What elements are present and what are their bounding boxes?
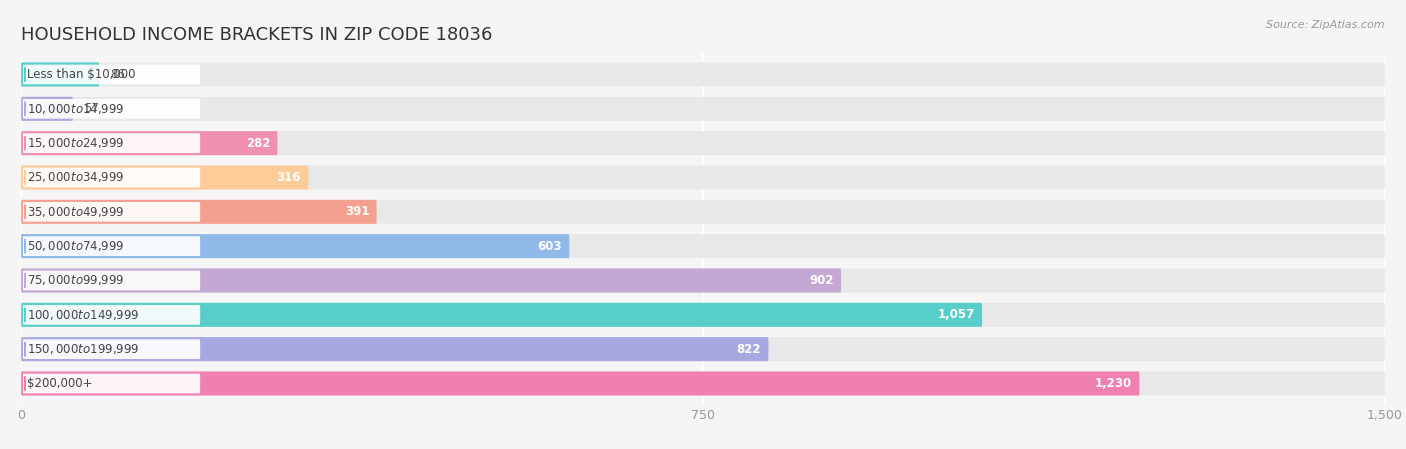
FancyBboxPatch shape bbox=[22, 271, 200, 291]
Text: 603: 603 bbox=[537, 240, 562, 253]
Text: $15,000 to $24,999: $15,000 to $24,999 bbox=[27, 136, 125, 150]
Text: Source: ZipAtlas.com: Source: ZipAtlas.com bbox=[1267, 20, 1385, 30]
Text: 1,057: 1,057 bbox=[938, 308, 974, 321]
Text: $150,000 to $199,999: $150,000 to $199,999 bbox=[27, 342, 139, 356]
FancyBboxPatch shape bbox=[21, 97, 73, 121]
Text: $75,000 to $99,999: $75,000 to $99,999 bbox=[27, 273, 125, 287]
Text: $25,000 to $34,999: $25,000 to $34,999 bbox=[27, 171, 125, 185]
Text: 282: 282 bbox=[246, 136, 270, 150]
FancyBboxPatch shape bbox=[21, 166, 308, 189]
FancyBboxPatch shape bbox=[21, 131, 277, 155]
Text: $35,000 to $49,999: $35,000 to $49,999 bbox=[27, 205, 125, 219]
FancyBboxPatch shape bbox=[21, 97, 1385, 121]
Text: $200,000+: $200,000+ bbox=[27, 377, 93, 390]
FancyBboxPatch shape bbox=[22, 305, 200, 325]
FancyBboxPatch shape bbox=[21, 234, 569, 258]
FancyBboxPatch shape bbox=[21, 62, 100, 87]
FancyBboxPatch shape bbox=[22, 99, 200, 119]
FancyBboxPatch shape bbox=[21, 200, 377, 224]
FancyBboxPatch shape bbox=[21, 62, 1385, 87]
FancyBboxPatch shape bbox=[22, 65, 200, 84]
FancyBboxPatch shape bbox=[21, 337, 1385, 361]
Text: 57: 57 bbox=[84, 102, 98, 115]
FancyBboxPatch shape bbox=[21, 131, 1385, 155]
FancyBboxPatch shape bbox=[22, 133, 200, 153]
FancyBboxPatch shape bbox=[21, 303, 1385, 327]
Text: 316: 316 bbox=[277, 171, 301, 184]
FancyBboxPatch shape bbox=[21, 269, 1385, 292]
FancyBboxPatch shape bbox=[21, 371, 1139, 396]
FancyBboxPatch shape bbox=[21, 303, 983, 327]
FancyBboxPatch shape bbox=[21, 269, 841, 292]
Text: HOUSEHOLD INCOME BRACKETS IN ZIP CODE 18036: HOUSEHOLD INCOME BRACKETS IN ZIP CODE 18… bbox=[21, 26, 492, 44]
FancyBboxPatch shape bbox=[22, 167, 200, 187]
FancyBboxPatch shape bbox=[21, 337, 769, 361]
FancyBboxPatch shape bbox=[21, 166, 1385, 189]
Text: 902: 902 bbox=[810, 274, 834, 287]
Text: 822: 822 bbox=[737, 343, 761, 356]
Text: $10,000 to $14,999: $10,000 to $14,999 bbox=[27, 102, 125, 116]
FancyBboxPatch shape bbox=[22, 202, 200, 222]
FancyBboxPatch shape bbox=[21, 371, 1385, 396]
Text: 391: 391 bbox=[344, 205, 370, 218]
Text: 86: 86 bbox=[110, 68, 125, 81]
Text: $50,000 to $74,999: $50,000 to $74,999 bbox=[27, 239, 125, 253]
FancyBboxPatch shape bbox=[21, 200, 1385, 224]
FancyBboxPatch shape bbox=[22, 374, 200, 393]
FancyBboxPatch shape bbox=[22, 236, 200, 256]
Text: 1,230: 1,230 bbox=[1095, 377, 1132, 390]
Text: Less than $10,000: Less than $10,000 bbox=[27, 68, 135, 81]
Text: $100,000 to $149,999: $100,000 to $149,999 bbox=[27, 308, 139, 322]
FancyBboxPatch shape bbox=[22, 339, 200, 359]
FancyBboxPatch shape bbox=[21, 234, 1385, 258]
